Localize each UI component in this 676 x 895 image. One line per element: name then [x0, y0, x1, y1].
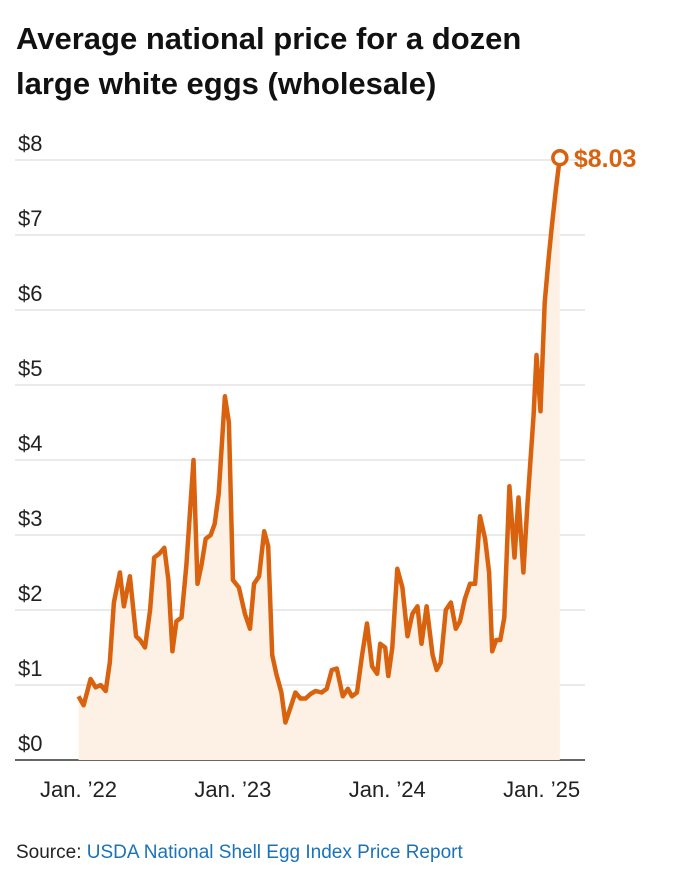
end-marker	[551, 149, 569, 167]
source-link[interactable]: USDA National Shell Egg Index Price Repo…	[87, 842, 464, 863]
y-tick-label: $6	[18, 281, 42, 306]
y-tick-label: $7	[18, 206, 42, 231]
source-label: Source:	[16, 842, 81, 863]
y-tick-label: $8	[18, 131, 42, 156]
x-tick-label: Jan. ’24	[349, 777, 426, 802]
area	[78, 157, 560, 761]
y-tick-label: $5	[18, 356, 42, 381]
x-tick-label: Jan. ’23	[194, 777, 271, 802]
x-tick-label: Jan. ’22	[40, 777, 117, 802]
y-tick-label: $2	[18, 581, 42, 606]
chart-title: large white eggs (wholesale)	[16, 66, 436, 101]
y-tick-label: $0	[18, 731, 42, 756]
value-label: $8.03	[574, 145, 637, 173]
x-tick-label: Jan. ’25	[503, 777, 580, 802]
chart-title: Average national price for a dozen	[16, 21, 521, 56]
y-tick-label: $1	[18, 656, 42, 681]
source: Source: USDA National Shell Egg Index Pr…	[16, 842, 463, 863]
y-tick-label: $3	[18, 506, 42, 531]
line	[76, 157, 563, 725]
y-tick-label: $4	[18, 431, 42, 456]
